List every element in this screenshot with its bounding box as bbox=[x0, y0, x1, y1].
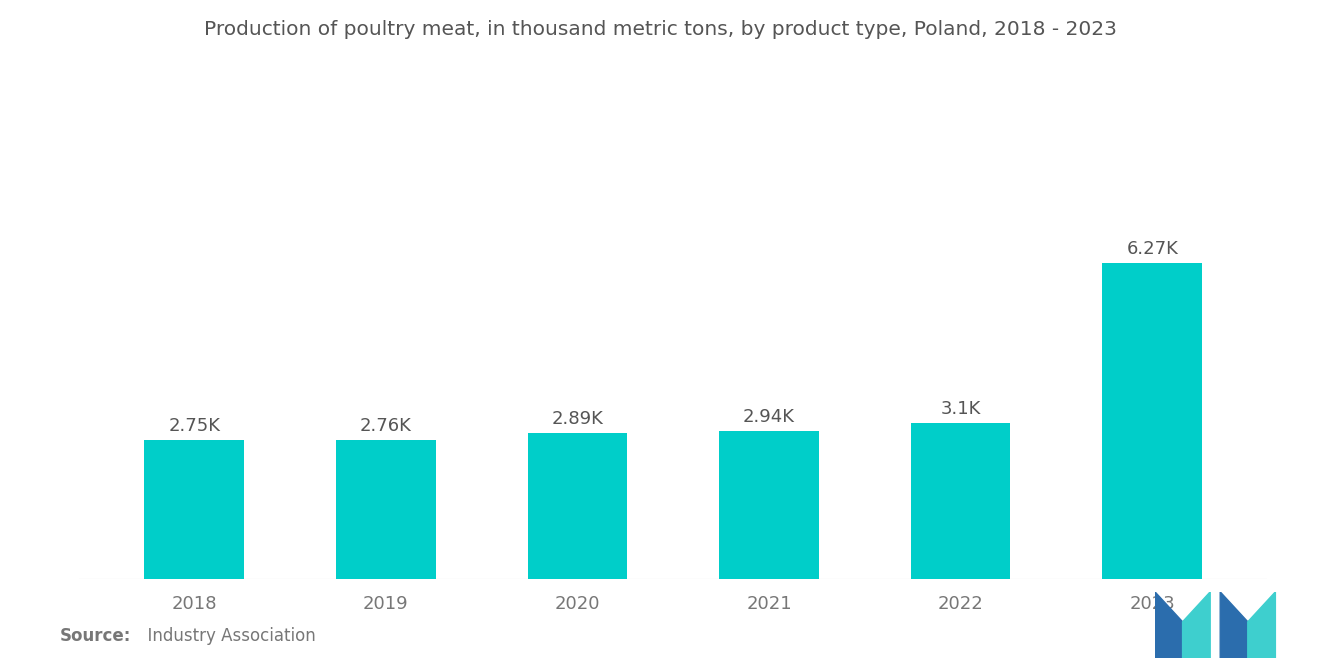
Text: Industry Association: Industry Association bbox=[137, 627, 315, 645]
Bar bbox=[1102, 263, 1203, 579]
Bar bbox=[719, 431, 818, 579]
Polygon shape bbox=[1183, 592, 1210, 658]
Text: 2.76K: 2.76K bbox=[360, 417, 412, 435]
Text: 3.1K: 3.1K bbox=[940, 400, 981, 418]
Polygon shape bbox=[1220, 592, 1247, 658]
Bar bbox=[337, 440, 436, 579]
Text: Source:: Source: bbox=[59, 627, 131, 645]
Text: Production of poultry meat, in thousand metric tons, by product type, Poland, 20: Production of poultry meat, in thousand … bbox=[203, 20, 1117, 39]
Bar bbox=[911, 423, 1010, 579]
Bar bbox=[144, 440, 244, 579]
Text: 2.75K: 2.75K bbox=[168, 417, 220, 436]
Polygon shape bbox=[1247, 592, 1275, 658]
Bar bbox=[528, 433, 627, 579]
Text: 6.27K: 6.27K bbox=[1126, 240, 1179, 258]
Polygon shape bbox=[1155, 592, 1183, 658]
Text: 2.89K: 2.89K bbox=[552, 410, 603, 428]
Text: 2.94K: 2.94K bbox=[743, 408, 795, 426]
